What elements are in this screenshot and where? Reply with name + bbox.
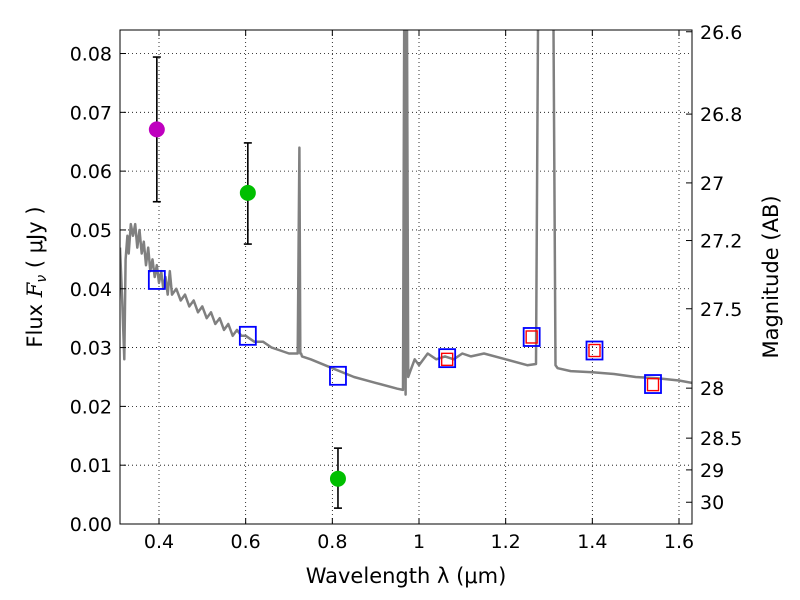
x-axis-ticks: 0.4 0.6 0.8 1 1.2 1.4 1.6 (144, 30, 694, 553)
model-photometry-square (238, 325, 257, 346)
y-tick-label: 0.00 (70, 514, 112, 536)
observed-flux-point (239, 184, 256, 201)
right-tick-label: 28 (700, 378, 724, 400)
plot-frame (119, 29, 693, 525)
upper-limit-square (525, 330, 538, 344)
y-axis-label: Flux Fν ( μJy ) (23, 206, 50, 347)
observed-flux-point (329, 470, 346, 487)
y-tick-label: 0.05 (70, 220, 112, 242)
model-spectrum-line (120, 30, 692, 396)
y-tick-label: 0.03 (70, 338, 112, 360)
y-tick-label: 0.06 (70, 161, 112, 183)
upper-limit-square (646, 377, 660, 392)
model-photometry-square (644, 374, 662, 394)
y-tick-label: 0.08 (70, 44, 112, 66)
y-axis-label-suffix: ( μJy ) (23, 206, 47, 274)
right-tick-label: 28.5 (700, 428, 742, 450)
upper-limit-square (588, 343, 601, 358)
x-tick-label: 1.2 (491, 531, 521, 553)
right-tick-label: 26.8 (700, 104, 742, 126)
right-tick-label: 27.5 (700, 299, 742, 321)
right-axis-ticks: 26.6 26.8 27 27.2 27.5 28 28.5 29 30 (686, 22, 742, 514)
x-tick-label: 1.4 (577, 531, 607, 553)
right-tick-label: 27.2 (700, 231, 742, 253)
y-axis-ticks: 0.00 0.01 0.02 0.03 0.04 0.05 0.06 0.07 0.08 (70, 44, 126, 536)
y-axis-label-symbol: F (23, 281, 47, 298)
right-tick-label: 27 (700, 173, 724, 195)
right-tick-label: 26.6 (700, 22, 742, 44)
plot-series (120, 30, 692, 509)
x-tick-label: 0.4 (144, 531, 174, 553)
x-tick-label: 0.6 (231, 531, 261, 553)
x-tick-label: 1.6 (664, 531, 694, 553)
model-photometry-square (522, 327, 541, 347)
x-axis-label: Wavelength λ (μm) (306, 564, 507, 588)
y-tick-label: 0.07 (70, 102, 112, 124)
y-axis-label-subscript: ν (34, 275, 50, 283)
y-tick-label: 0.01 (70, 455, 112, 477)
right-tick-label: 29 (700, 460, 724, 482)
upper-limit-square (440, 352, 454, 367)
x-tick-label: 0.8 (317, 531, 347, 553)
y-tick-label: 0.04 (70, 279, 112, 301)
observed-flux-point (148, 121, 165, 138)
x-tick-label: 1 (413, 531, 425, 553)
y-tick-label: 0.02 (70, 396, 112, 418)
right-tick-label: 30 (700, 492, 724, 514)
right-axis-label: Magnitude (AB) (759, 195, 783, 358)
model-photometry-square (329, 365, 347, 386)
model-photometry-square (147, 270, 166, 290)
model-photometry-square (585, 340, 604, 361)
y-axis-label-prefix: Flux (23, 297, 47, 347)
model-photometry-square (438, 348, 457, 369)
